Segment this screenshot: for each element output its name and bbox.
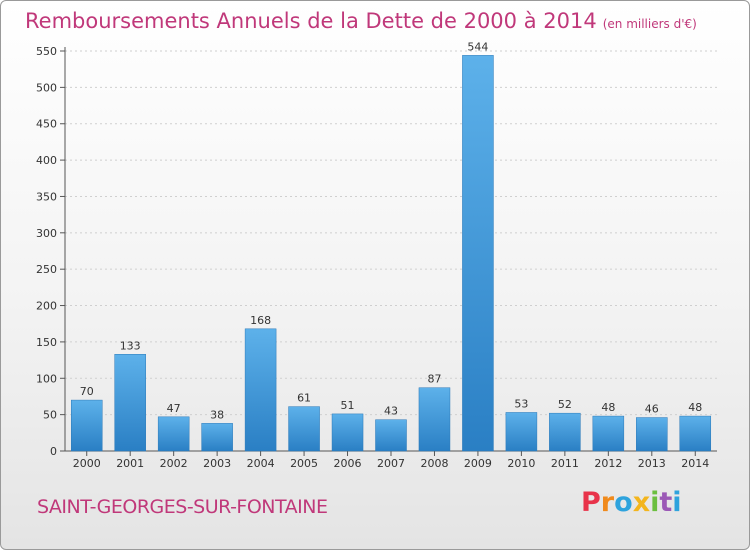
- bar: [114, 354, 146, 452]
- x-tick-label: 2004: [247, 457, 275, 470]
- logo-letter: t: [659, 487, 673, 518]
- x-tick-label: 2003: [203, 457, 231, 470]
- bar-value-label: 48: [688, 401, 702, 414]
- x-tick-label: 2000: [73, 457, 101, 470]
- y-tick-label: 450: [36, 118, 57, 131]
- bar: [288, 406, 320, 452]
- logo-letter: P: [581, 487, 601, 518]
- y-tick-label: 500: [36, 81, 57, 94]
- chart-unit: (en milliers d'€): [602, 17, 697, 31]
- y-tick-label: 350: [36, 190, 57, 203]
- bar: [331, 413, 364, 452]
- bar-value-label: 52: [558, 398, 572, 411]
- bar-value-label: 47: [167, 402, 181, 415]
- x-tick-label: 2012: [594, 457, 622, 470]
- proxiti-logo: Proxiti: [581, 487, 682, 518]
- y-tick-label: 400: [36, 154, 57, 167]
- x-tick-label: 2008: [420, 457, 448, 470]
- bar-value-label: 46: [645, 403, 659, 416]
- x-tick-label: 2007: [377, 457, 405, 470]
- y-tick-label: 50: [43, 409, 57, 422]
- logo-letter: o: [614, 487, 633, 518]
- bar: [549, 412, 581, 452]
- y-tick-label: 250: [36, 263, 57, 276]
- logo-letter: r: [600, 487, 615, 518]
- bar: [636, 417, 668, 452]
- bar-value-label: 70: [80, 385, 94, 398]
- bar: [592, 415, 625, 452]
- bar: [418, 387, 451, 452]
- logo-letter: i: [650, 487, 660, 518]
- chart-title-text: Remboursements Annuels de la Dette de 20…: [25, 9, 597, 33]
- y-tick-label: 150: [36, 336, 57, 349]
- x-tick-label: 2013: [638, 457, 666, 470]
- bar-value-label: 38: [210, 408, 224, 421]
- bar: [201, 423, 233, 452]
- bar: [505, 412, 538, 452]
- bars: [70, 55, 712, 452]
- y-tick-label: 200: [36, 300, 57, 313]
- bar: [462, 55, 494, 452]
- x-tick-label: 2011: [551, 457, 579, 470]
- bar: [157, 416, 190, 452]
- bar-value-label: 43: [384, 405, 398, 418]
- x-tick-label: 2009: [464, 457, 492, 470]
- chart-title: Remboursements Annuels de la Dette de 20…: [25, 9, 697, 33]
- bar: [679, 415, 712, 452]
- bar-value-label: 544: [467, 40, 488, 53]
- bar-value-label: 48: [601, 401, 615, 414]
- bar-value-label: 53: [514, 397, 528, 410]
- bar-value-label: 51: [341, 399, 355, 412]
- x-tick-label: 2002: [160, 457, 188, 470]
- y-tick-label: 550: [36, 45, 57, 58]
- y-tick-label: 100: [36, 372, 57, 385]
- bar-value-label: 87: [427, 373, 441, 386]
- x-tick-label: 2014: [681, 457, 709, 470]
- bar: [375, 419, 407, 452]
- bar: [70, 399, 103, 452]
- x-tick-label: 2001: [116, 457, 144, 470]
- x-tick-label: 2010: [507, 457, 535, 470]
- commune-name: SAINT-GEORGES-SUR-FONTAINE: [37, 496, 328, 518]
- y-tick-label: 0: [50, 445, 57, 458]
- bar-value-label: 133: [120, 339, 141, 352]
- logo-letter: i: [672, 487, 682, 518]
- x-tick-label: 2006: [334, 457, 362, 470]
- bar: [244, 328, 277, 452]
- bar-value-label: 61: [297, 392, 311, 405]
- x-tick-label: 2005: [290, 457, 318, 470]
- bar-value-label: 168: [250, 314, 271, 327]
- grid-lines: [65, 50, 717, 416]
- y-tick-label: 300: [36, 227, 57, 240]
- data-labels: 70 133 47 38 168 61 51 43 87 544 53 52 48 46 48: [80, 40, 703, 421]
- logo-letter: x: [632, 487, 651, 518]
